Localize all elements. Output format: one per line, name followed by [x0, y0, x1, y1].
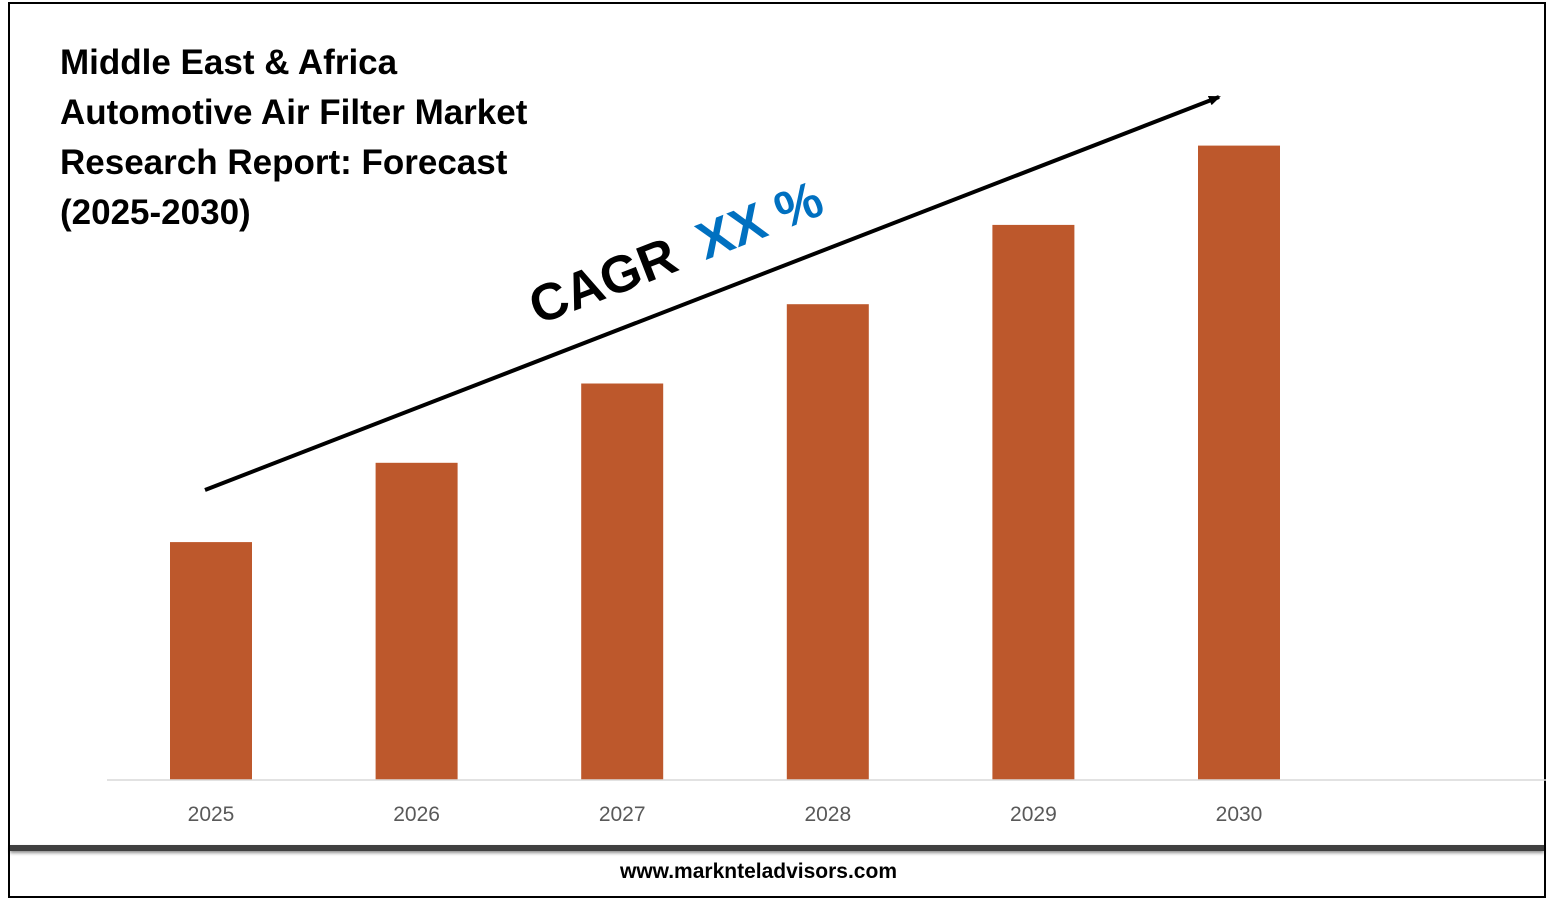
x-tick-label-2028: 2028 — [804, 803, 851, 826]
cagr-prefix: CAGR — [521, 227, 685, 336]
chart-title: Middle East & Africa Automotive Air Filt… — [60, 38, 620, 238]
title-line-1: Middle East & Africa — [60, 43, 398, 82]
chart-frame — [8, 2, 1546, 898]
bar-2028 — [786, 304, 869, 780]
title-line-3: Research Report: Forecast — [60, 143, 508, 182]
trend-arrow — [204, 95, 1221, 492]
title-line-2: Automotive Air Filter Market — [60, 93, 528, 132]
bar-2029 — [992, 224, 1075, 780]
x-tick-label-2029: 2029 — [1010, 803, 1057, 826]
bars-group — [170, 145, 1280, 781]
footer-separator — [10, 845, 1544, 851]
x-tick-label-2025: 2025 — [188, 803, 235, 826]
x-tick-labels: 2025 2026 2027 2028 2029 2030 — [188, 803, 1263, 826]
bar-2030 — [1198, 145, 1280, 781]
bar-2027 — [581, 383, 664, 780]
cagr-annotation: CAGR XX % — [521, 170, 831, 336]
bar-2026 — [375, 462, 458, 780]
footer-website: www.marknteladvisors.com — [620, 860, 897, 883]
x-tick-label-2027: 2027 — [599, 803, 646, 826]
x-tick-label-2030: 2030 — [1216, 803, 1263, 826]
title-line-4: (2025-2030) — [60, 193, 251, 232]
bar-2025 — [170, 542, 252, 780]
x-tick-label-2026: 2026 — [393, 803, 440, 826]
